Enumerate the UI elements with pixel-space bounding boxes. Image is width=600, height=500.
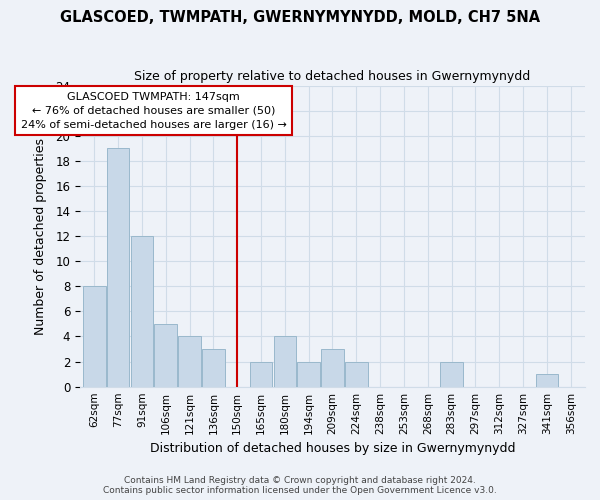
Text: GLASCOED TWMPATH: 147sqm
← 76% of detached houses are smaller (50)
24% of semi-d: GLASCOED TWMPATH: 147sqm ← 76% of detach… (21, 92, 287, 130)
Bar (178, 336, 201, 386)
Bar (202, 349, 224, 387)
Text: Contains HM Land Registry data © Crown copyright and database right 2024.
Contai: Contains HM Land Registry data © Crown c… (103, 476, 497, 495)
Bar (298, 362, 320, 386)
Bar (274, 336, 296, 386)
Bar (321, 349, 344, 387)
Bar (345, 362, 368, 386)
Bar (536, 374, 558, 386)
X-axis label: Distribution of detached houses by size in Gwernymynydd: Distribution of detached houses by size … (150, 442, 515, 455)
Bar (83, 286, 106, 386)
Bar (154, 324, 177, 386)
Bar (250, 362, 272, 386)
Y-axis label: Number of detached properties: Number of detached properties (34, 138, 47, 334)
Bar (107, 148, 130, 386)
Text: GLASCOED, TWMPATH, GWERNYMYNYDD, MOLD, CH7 5NA: GLASCOED, TWMPATH, GWERNYMYNYDD, MOLD, C… (60, 10, 540, 25)
Title: Size of property relative to detached houses in Gwernymynydd: Size of property relative to detached ho… (134, 70, 530, 83)
Bar (131, 236, 153, 386)
Bar (440, 362, 463, 386)
